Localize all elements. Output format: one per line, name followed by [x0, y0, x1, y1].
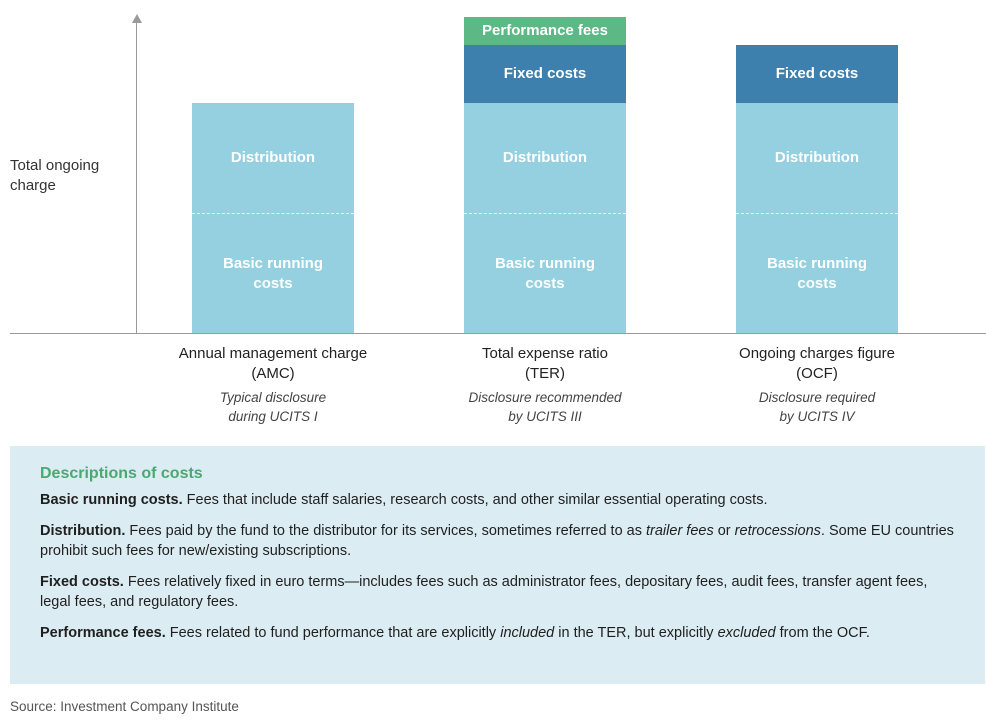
ocf-fixed-costs-label: Fixed costs	[775, 65, 859, 82]
description-basic-running-costs: Basic running costs. Fees that include s…	[40, 490, 955, 510]
description-text: Fees that include staff salaries, resear…	[182, 492, 768, 508]
ter-title-line2: (TER)	[525, 365, 565, 382]
amc-title-line1: Annual management charge	[178, 345, 368, 362]
ter-fixed-costs-segment: Fixed costs	[464, 45, 626, 103]
description-text: . Some EU countries prohibit such fees f…	[40, 523, 954, 559]
amc-distribution-label: Distribution	[230, 149, 316, 166]
description-emphasis: trailer fees	[646, 523, 714, 539]
description-term: Distribution.	[40, 523, 126, 539]
description-term: Fixed costs.	[40, 574, 124, 590]
ter-note: Disclosure recommended by UCITS III	[415, 388, 675, 426]
ocf-note: Disclosure required by UCITS IV	[687, 388, 947, 426]
description-text: Fees related to fund performance that ar…	[165, 625, 501, 641]
ter-note-line2: by UCITS III	[508, 409, 582, 424]
description-term: Performance fees.	[40, 625, 166, 641]
description-distribution: Distribution. Fees paid by the fund to t…	[40, 521, 955, 561]
ocf-note-line1: Disclosure required	[758, 390, 876, 405]
descriptions-panel: Descriptions of costs Basic running cost…	[10, 446, 985, 684]
amc-basic-running-costs-label: Basic running costs	[222, 254, 323, 292]
amc-note: Typical disclosure during UCITS I	[143, 388, 403, 426]
ocf-basic-running-costs-segment: Basic running costs	[736, 214, 898, 333]
ocf-note-line2: by UCITS IV	[779, 409, 855, 424]
description-emphasis: included	[500, 625, 555, 641]
description-fixed-costs: Fixed costs. Fees relatively fixed in eu…	[40, 572, 955, 612]
amc-basic-running-costs-segment: Basic running costs	[192, 214, 354, 333]
ter-basic-running-costs-label: Basic running costs	[494, 254, 595, 292]
y-axis-arrow	[132, 14, 142, 23]
y-axis	[136, 22, 137, 334]
ocf-distribution-label: Distribution	[774, 149, 860, 166]
amc-note-line1: Typical disclosure	[219, 390, 327, 405]
description-text: or	[713, 523, 735, 539]
ter-title-line1: Total expense ratio	[482, 345, 608, 362]
amc-category-label: Annual management charge (AMC) Typical d…	[143, 344, 403, 426]
ter-distribution-segment: Distribution	[464, 103, 626, 214]
description-performance-fees: Performance fees. Fees related to fund p…	[40, 623, 955, 643]
ter-performance-fees-label: Performance fees	[482, 22, 608, 39]
ter-distribution-label: Distribution	[502, 149, 588, 166]
description-text: Fees paid by the fund to the distributor…	[125, 523, 647, 539]
ter-column: Performance fees Fixed costs Distributio…	[464, 17, 626, 333]
amc-distribution-segment: Distribution	[192, 103, 354, 214]
ocf-fixed-costs-segment: Fixed costs	[736, 45, 898, 103]
description-text: from the OCF.	[775, 625, 870, 641]
amc-column: Distribution Basic running costs	[192, 103, 354, 333]
ocf-category-label: Ongoing charges figure (OCF) Disclosure …	[687, 344, 947, 426]
amc-title-line2: (AMC)	[251, 365, 295, 382]
description-term: Basic running costs.	[40, 492, 183, 508]
ter-category-label: Total expense ratio (TER) Disclosure rec…	[415, 344, 675, 426]
x-axis	[10, 333, 986, 334]
cost-disclosure-diagram: Total ongoing charge Distribution Basic …	[10, 14, 986, 426]
ocf-title-line1: Ongoing charges figure	[739, 345, 895, 362]
descriptions-title: Descriptions of costs	[40, 465, 203, 482]
ocf-basic-running-costs-label: Basic running costs	[766, 254, 867, 292]
ocf-title-line2: (OCF)	[796, 365, 838, 382]
amc-note-line2: during UCITS I	[228, 409, 318, 424]
description-emphasis: excluded	[717, 625, 776, 641]
ocf-column: Fixed costs Distribution Basic running c…	[736, 45, 898, 333]
ter-note-line1: Disclosure recommended	[468, 390, 622, 405]
source-note: Source: Investment Company Institute	[10, 699, 239, 714]
description-text: in the TER, but explicitly	[554, 625, 718, 641]
ter-basic-running-costs-segment: Basic running costs	[464, 214, 626, 333]
description-emphasis: retrocessions	[734, 523, 821, 539]
ter-fixed-costs-label: Fixed costs	[503, 65, 587, 82]
ter-performance-fees-segment: Performance fees	[464, 17, 626, 45]
description-text: Fees relatively fixed in euro terms—incl…	[40, 574, 928, 610]
ocf-distribution-segment: Distribution	[736, 103, 898, 214]
y-axis-label: Total ongoing charge	[10, 157, 100, 194]
